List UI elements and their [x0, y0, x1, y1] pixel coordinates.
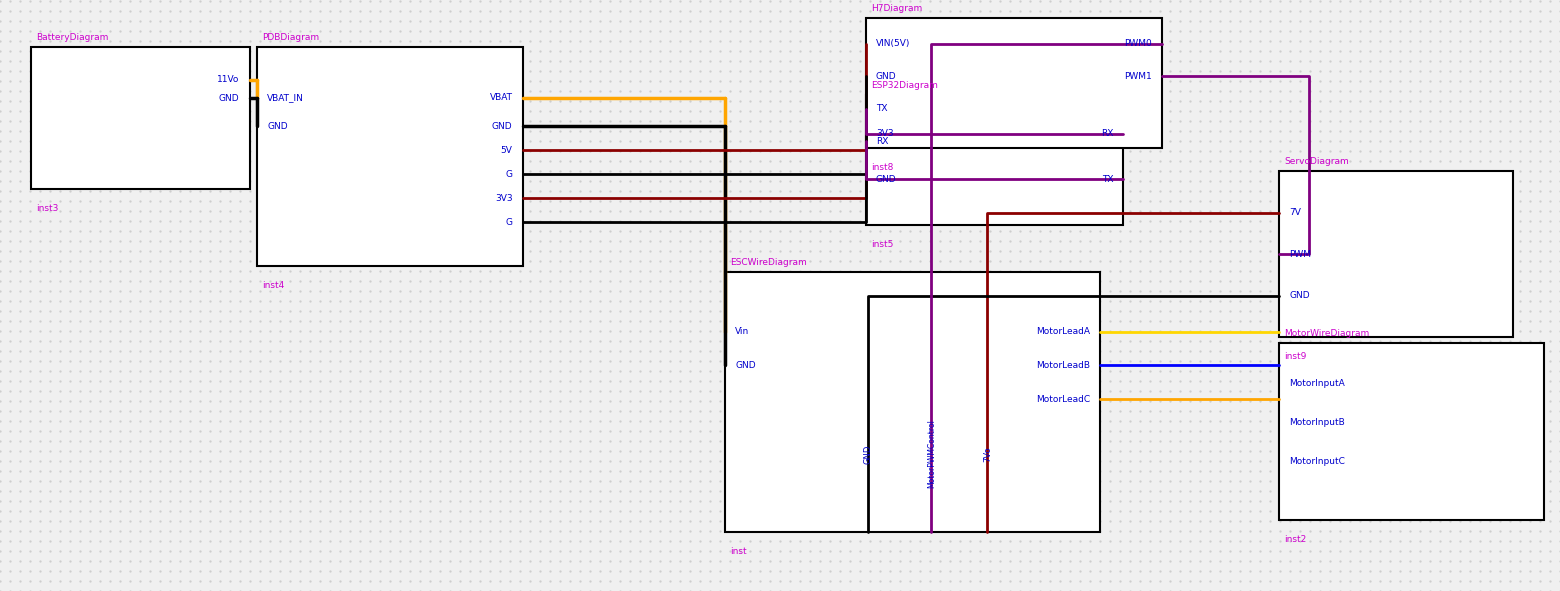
- Text: H7Diagram: H7Diagram: [870, 4, 922, 13]
- Bar: [1279, 171, 1513, 337]
- Text: GND: GND: [267, 122, 289, 131]
- Text: G: G: [505, 170, 513, 178]
- Text: G: G: [505, 217, 513, 227]
- Text: BatteryDiagram: BatteryDiagram: [36, 33, 109, 43]
- Text: MotorLeadC: MotorLeadC: [1036, 395, 1090, 404]
- Text: PWM0: PWM0: [1125, 39, 1153, 48]
- Bar: [31, 47, 250, 189]
- Text: RX: RX: [875, 137, 888, 146]
- Bar: [866, 18, 1162, 148]
- Text: PWM1: PWM1: [1125, 72, 1153, 81]
- Text: VIN(5V): VIN(5V): [875, 39, 909, 48]
- Text: MotorInputA: MotorInputA: [1289, 379, 1345, 388]
- Text: VBAT: VBAT: [490, 93, 513, 102]
- Text: inst9: inst9: [1284, 352, 1307, 361]
- Text: GND: GND: [863, 444, 872, 463]
- Bar: [866, 95, 1123, 225]
- Text: TX: TX: [875, 104, 888, 113]
- Text: inst8: inst8: [870, 163, 894, 172]
- Text: inst: inst: [730, 547, 747, 556]
- Text: RX: RX: [1101, 129, 1114, 138]
- Text: 11Vo: 11Vo: [217, 76, 240, 85]
- Text: MotorInputB: MotorInputB: [1289, 418, 1345, 427]
- Text: GND: GND: [875, 72, 897, 81]
- Text: inst2: inst2: [1284, 535, 1306, 544]
- Text: MotorPWMControl: MotorPWMControl: [927, 420, 936, 488]
- Text: 7V: 7V: [1289, 208, 1301, 217]
- Text: MotorLeadA: MotorLeadA: [1036, 327, 1090, 336]
- Text: GND: GND: [1289, 291, 1310, 300]
- Text: MotorInputC: MotorInputC: [1289, 457, 1345, 466]
- Text: 3V3: 3V3: [495, 194, 513, 203]
- Text: TX: TX: [1101, 174, 1114, 184]
- Text: GND: GND: [875, 174, 897, 184]
- Text: VBAT_IN: VBAT_IN: [267, 93, 304, 102]
- Text: ESCWireDiagram: ESCWireDiagram: [730, 258, 807, 267]
- Bar: [257, 47, 523, 266]
- Text: 7Vo: 7Vo: [983, 446, 992, 462]
- Text: inst4: inst4: [262, 281, 284, 290]
- Text: inst5: inst5: [870, 239, 894, 249]
- Bar: [725, 272, 1100, 532]
- Text: inst3: inst3: [36, 204, 59, 213]
- Text: GND: GND: [218, 94, 240, 103]
- Text: MotorLeadB: MotorLeadB: [1036, 361, 1090, 370]
- Text: MotorWireDiagram: MotorWireDiagram: [1284, 329, 1370, 338]
- Text: PWM: PWM: [1289, 249, 1312, 259]
- Text: ESP32Diagram: ESP32Diagram: [870, 80, 938, 90]
- Text: Vin: Vin: [735, 327, 750, 336]
- Text: 3V3: 3V3: [875, 129, 894, 138]
- Text: PDBDiagram: PDBDiagram: [262, 33, 320, 43]
- Text: GND: GND: [735, 361, 757, 370]
- Text: GND: GND: [491, 122, 513, 131]
- Text: ServoDiagram: ServoDiagram: [1284, 157, 1349, 167]
- Text: 5V: 5V: [501, 145, 513, 155]
- Bar: [1279, 343, 1544, 520]
